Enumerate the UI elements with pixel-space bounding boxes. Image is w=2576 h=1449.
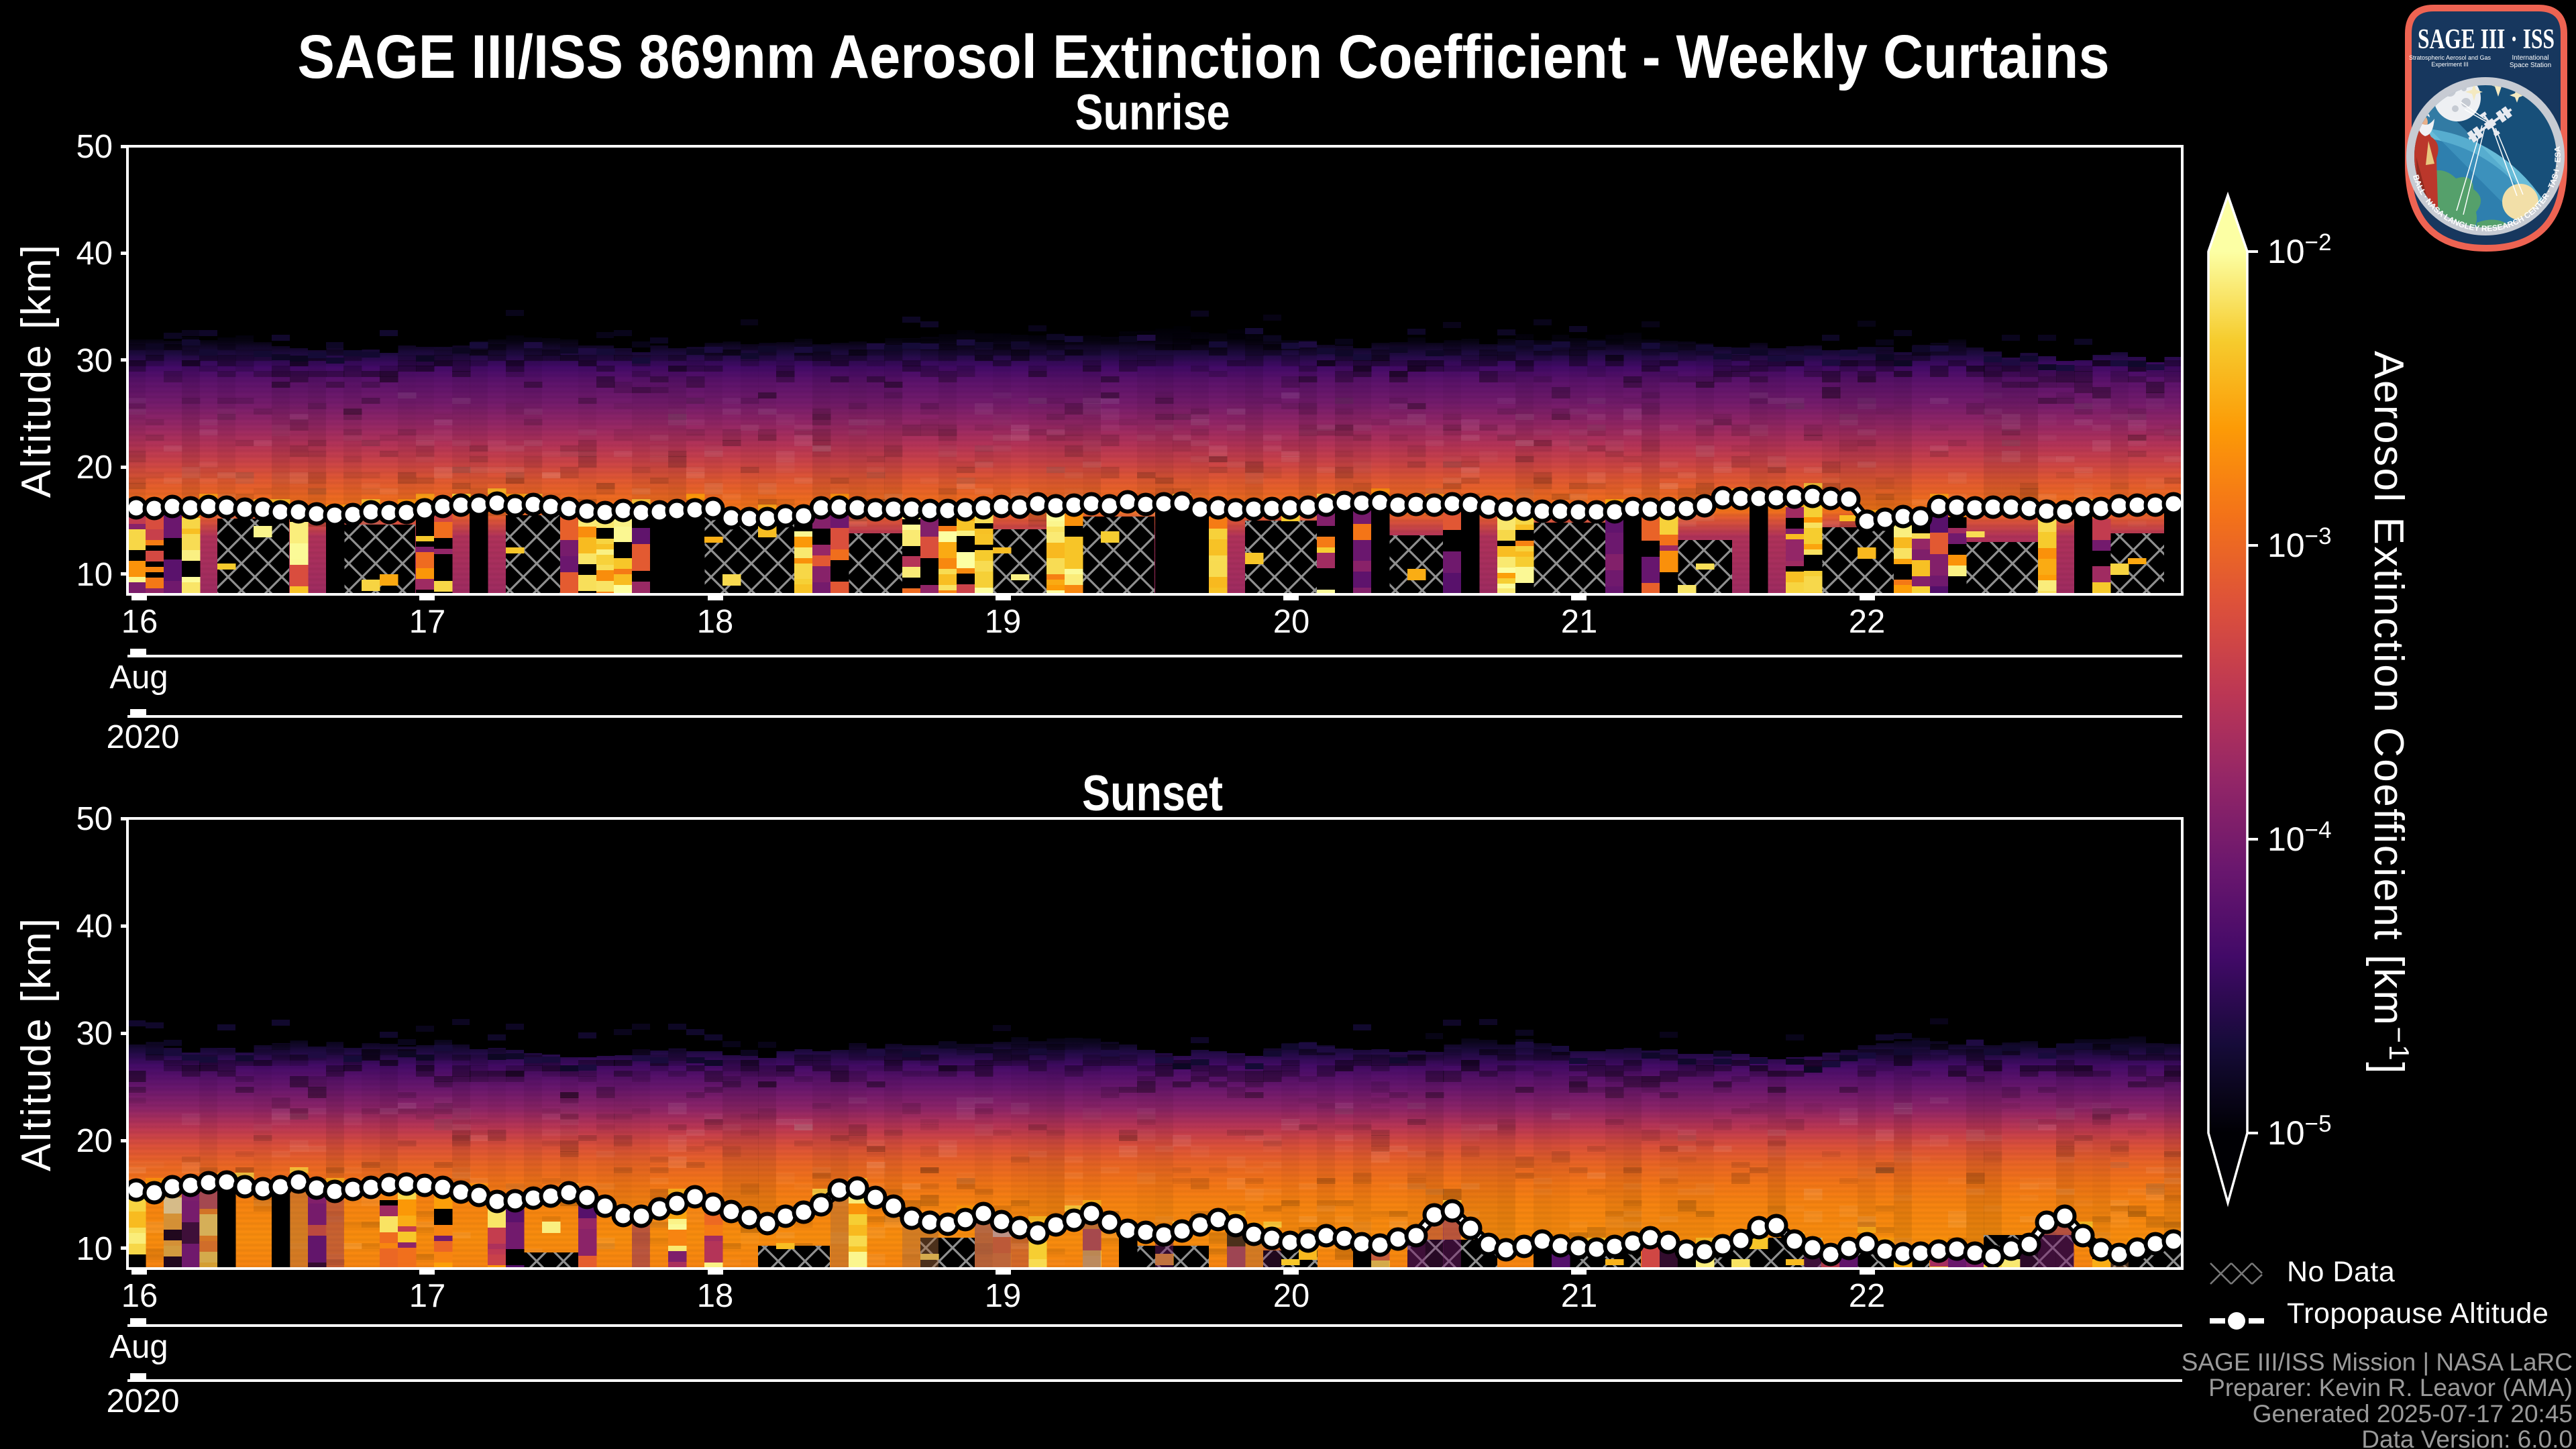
svg-text:Preparer: Kevin R. Leavor (AMA: Preparer: Kevin R. Leavor (AMA) (2208, 1374, 2573, 1401)
svg-text:22: 22 (1849, 604, 1886, 640)
svg-text:20: 20 (76, 449, 113, 486)
svg-text:20: 20 (1273, 604, 1310, 640)
svg-text:No Data: No Data (2287, 1256, 2395, 1288)
svg-text:30: 30 (76, 1016, 113, 1052)
svg-text:17: 17 (409, 604, 446, 640)
svg-text:10−2: 10−2 (2267, 229, 2332, 270)
svg-text:50: 50 (76, 129, 113, 165)
svg-text:17: 17 (409, 1278, 446, 1314)
svg-text:10−3: 10−3 (2267, 523, 2332, 564)
svg-text:18: 18 (697, 1278, 734, 1314)
svg-text:SAGE III · ISS: SAGE III · ISS (2418, 24, 2555, 55)
svg-text:40: 40 (76, 235, 113, 272)
svg-text:20: 20 (1273, 1278, 1310, 1314)
svg-text:19: 19 (985, 604, 1022, 640)
svg-text:Sunrise: Sunrise (1075, 84, 1230, 140)
svg-text:50: 50 (76, 801, 113, 837)
svg-text:10: 10 (76, 557, 113, 593)
svg-text:International: International (2512, 54, 2548, 62)
svg-text:40: 40 (76, 908, 113, 945)
svg-text:20: 20 (76, 1123, 113, 1159)
svg-text:Data Version: 6.0.0: Data Version: 6.0.0 (2361, 1426, 2573, 1449)
svg-text:10: 10 (76, 1231, 113, 1267)
svg-text:Stratospheric Aerosol and Gas: Stratospheric Aerosol and Gas (2409, 54, 2491, 61)
svg-text:30: 30 (76, 343, 113, 379)
svg-text:SAGE III/ISS 869nm Aerosol Ext: SAGE III/ISS 869nm Aerosol Extinction Co… (297, 22, 2109, 91)
svg-text:Tropopause Altitude: Tropopause Altitude (2287, 1297, 2548, 1330)
svg-text:21: 21 (1561, 1278, 1598, 1314)
svg-text:22: 22 (1849, 1278, 1886, 1314)
svg-text:Space Station: Space Station (2510, 62, 2551, 69)
svg-text:Generated 2025-07-17 20:45: Generated 2025-07-17 20:45 (2253, 1400, 2573, 1428)
svg-text:Experiment III: Experiment III (2431, 61, 2469, 68)
svg-text:Altitude [km]: Altitude [km] (13, 916, 60, 1171)
svg-text:2020: 2020 (106, 1383, 179, 1419)
svg-text:SAGE III/ISS Mission | NASA La: SAGE III/ISS Mission | NASA LaRC (2182, 1348, 2573, 1376)
svg-text:19: 19 (985, 1278, 1022, 1314)
svg-text:18: 18 (697, 604, 734, 640)
svg-text:Sunset: Sunset (1082, 765, 1223, 821)
svg-text:16: 16 (121, 1278, 158, 1314)
svg-text:2020: 2020 (106, 719, 179, 755)
svg-text:Altitude [km]: Altitude [km] (13, 243, 60, 498)
svg-text:Aug: Aug (109, 1329, 168, 1365)
svg-text:16: 16 (121, 604, 158, 640)
svg-text:21: 21 (1561, 604, 1598, 640)
svg-text:Aug: Aug (109, 659, 168, 696)
svg-text:Aerosol Extinction Coefficient: Aerosol Extinction Coefficient [km−1] (2365, 351, 2415, 1075)
